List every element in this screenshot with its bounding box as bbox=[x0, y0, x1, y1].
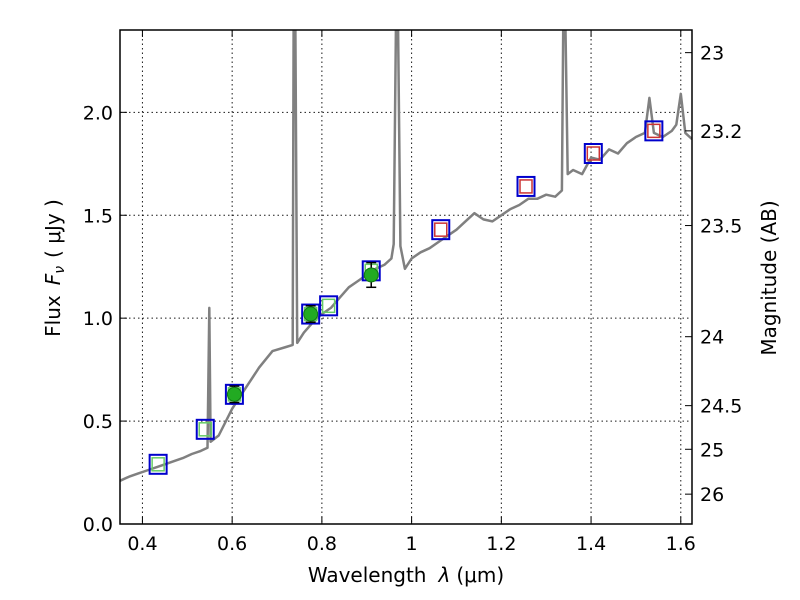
spectrum-layer bbox=[120, 30, 692, 482]
x-tick-label: 0.6 bbox=[217, 533, 247, 555]
x-tick-label: 0.8 bbox=[307, 533, 337, 555]
plot-frame bbox=[119, 29, 693, 525]
model-box-outer bbox=[148, 453, 168, 475]
model-box-outer bbox=[583, 143, 603, 164]
detection-point bbox=[303, 306, 319, 322]
y-tick-label: 2.0 bbox=[83, 102, 113, 124]
model-box-outer bbox=[195, 418, 215, 440]
model-box-inner bbox=[198, 422, 212, 437]
y2-tick-label: 23.2 bbox=[700, 121, 742, 143]
axis-ticks: 0.4 0.6 0.8 1 1.2 1.4 1.6 0.0 0.5 1.0 1.5 2.0 23 23.2… bbox=[83, 30, 742, 555]
model-box-inner bbox=[647, 123, 661, 139]
detection-point bbox=[363, 267, 379, 283]
y2-tick-label: 26 bbox=[700, 484, 724, 506]
x-tick-label: 1.6 bbox=[666, 533, 696, 555]
model-box-inner bbox=[434, 222, 448, 237]
x-tick-label: 1.4 bbox=[576, 533, 606, 555]
x-tick-label: 1 bbox=[406, 533, 418, 555]
model-box-outer bbox=[431, 219, 451, 241]
y-tick-label: 0.5 bbox=[83, 411, 113, 433]
model-box-inner bbox=[151, 457, 165, 472]
detection-point bbox=[226, 386, 242, 402]
model-box-outer bbox=[319, 295, 339, 317]
y2-tick-label: 24 bbox=[700, 327, 724, 349]
model-box-outer bbox=[516, 175, 536, 197]
y2-tick-label: 24.5 bbox=[700, 396, 742, 418]
x-axis-title: Wavelength λ (μm) bbox=[308, 563, 504, 587]
x-tick-label: 0.4 bbox=[127, 533, 157, 555]
detections bbox=[226, 261, 379, 404]
x-tick-label: 1.2 bbox=[486, 533, 516, 555]
y-tick-label: 1.5 bbox=[83, 205, 113, 227]
model-box-inner bbox=[586, 146, 601, 161]
y2-tick-label: 23.5 bbox=[700, 216, 742, 238]
model-box-inner bbox=[519, 179, 533, 194]
spectrum-line bbox=[120, 30, 692, 482]
model-box-outer bbox=[644, 120, 664, 142]
y2-tick-label: 23 bbox=[700, 43, 724, 65]
y2-axis-title: Magnitude (AB) bbox=[757, 200, 781, 355]
y-axis-title: FluxFν( μJy ) bbox=[41, 199, 68, 337]
model-box-inner bbox=[321, 298, 336, 314]
model-box-outer bbox=[224, 383, 244, 405]
y-tick-label: 0.0 bbox=[83, 514, 113, 536]
y-tick-label: 1.0 bbox=[83, 308, 113, 330]
y2-tick-label: 25 bbox=[700, 439, 724, 461]
